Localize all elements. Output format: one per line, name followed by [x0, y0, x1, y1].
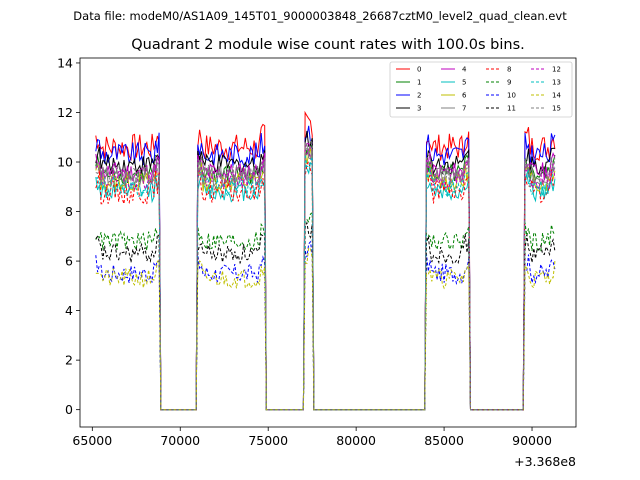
plot-area: 65000 70000 75000 80000 85000 90000 024681012… [57, 55, 577, 469]
x-tick-label: 70000 [160, 433, 200, 448]
legend-label-6: 6 [462, 92, 467, 100]
series-layer [95, 110, 556, 411]
y-axis: 0 2 4 6 8 10 12 14 [57, 55, 80, 417]
x-tick-label: 85000 [424, 433, 464, 448]
legend-label-2: 2 [417, 92, 421, 100]
legend-label-10: 10 [507, 92, 516, 100]
chart-title: Quadrant 2 module wise count rates with … [131, 37, 525, 53]
y-tick-label: 6 [65, 254, 73, 269]
y-tick-label: 0 [65, 402, 73, 417]
x-axis: 65000 70000 75000 80000 85000 90000 [72, 427, 552, 448]
x-tick-label: 90000 [512, 433, 552, 448]
series-line-15 [95, 138, 556, 411]
legend-label-12: 12 [552, 66, 561, 74]
y-tick-label: 2 [65, 353, 73, 368]
legend-label-9: 9 [507, 79, 511, 87]
y-tick-label: 4 [65, 303, 73, 318]
legend-label-4: 4 [462, 66, 467, 74]
suptitle: Data file: modeM0/AS1A09_145T01_90000038… [73, 9, 567, 23]
y-tick-label: 12 [57, 105, 73, 120]
y-tick-label: 10 [57, 155, 73, 170]
legend-label-14: 14 [552, 92, 561, 100]
legend-label-5: 5 [462, 79, 466, 87]
legend-box [389, 61, 573, 118]
legend-label-8: 8 [507, 66, 511, 74]
x-tick-label: 80000 [336, 433, 376, 448]
legend-label-3: 3 [417, 105, 421, 113]
legend-label-11: 11 [507, 105, 516, 113]
x-tick-label: 65000 [72, 433, 112, 448]
legend-label-13: 13 [552, 79, 561, 87]
legend-label-15: 15 [552, 105, 561, 113]
x-offset-label: +3.368e8 [514, 454, 576, 469]
axes-frame [79, 57, 577, 428]
legend-label-1: 1 [417, 79, 421, 87]
y-tick-label: 8 [65, 204, 73, 219]
legend-label-7: 7 [462, 105, 466, 113]
x-tick-label: 75000 [248, 433, 288, 448]
legend-label-0: 0 [417, 66, 421, 74]
y-tick-label: 14 [57, 55, 73, 70]
